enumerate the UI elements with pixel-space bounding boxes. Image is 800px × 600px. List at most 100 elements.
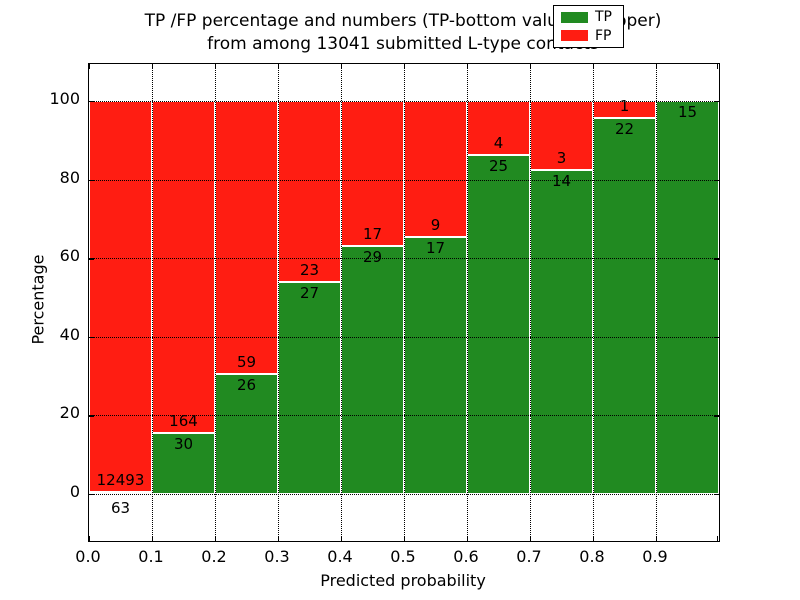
bar-label-fp: 17 [362,225,383,244]
y-tick-mark [89,258,94,260]
x-tick-label: 0.4 [327,547,353,566]
bar-label-tp: 30 [173,435,194,454]
bar-label-fp: 23 [299,260,320,279]
y-tick-label: 40 [59,324,80,344]
v-gridline [152,64,153,541]
legend-entry-tp: TP [554,9,623,25]
x-tick-mark [404,536,406,541]
bar-segment-fp [530,101,593,171]
x-tick-mark [152,536,154,541]
x-tick-mark-top [278,64,280,69]
legend-label-tp: TP [595,9,612,26]
x-tick-mark-top [530,64,532,69]
fp-color-swatch [561,30,588,42]
bar-label-fp: 164 [169,412,198,431]
chart-title-line2: from among 13041 submitted L-type contac… [207,34,599,54]
x-tick-label: 0.1 [138,547,164,566]
bar-segment-tp [656,101,719,494]
bar-segment-tp [278,281,341,494]
y-tick-label: 20 [59,403,80,423]
y-tick-mark-right [714,336,719,339]
y-tick-mark [89,336,94,339]
bar-segment-tp [152,433,215,494]
y-tick-mark [89,415,94,417]
x-tick-mark-top [89,64,91,69]
y-tick-label: 100 [49,89,80,108]
y-tick-label: 80 [59,167,80,187]
bar-label-tp: 27 [299,283,320,302]
v-gridline [404,64,405,541]
bar-label-fp: 12493 [96,471,145,490]
y-tick-label: 0 [69,482,80,501]
x-tick-mark [215,536,217,541]
v-gridline [278,64,279,541]
bar-segment-fp [89,101,152,493]
y-tick-mark-right [714,258,719,260]
legend-label-fp: FP [595,27,612,44]
bar-segment-fp [215,101,278,374]
v-gridline [656,64,657,541]
bar-segment-fp [467,101,530,156]
bar-label-fp: 1 [619,97,630,116]
tp-color-swatch [561,11,588,23]
bar-label-tp: 14 [551,172,572,191]
v-gridline [467,64,468,541]
bar-segment-tp [593,118,656,494]
y-tick-mark-right [714,179,719,181]
bar-label-fp: 3 [556,149,567,168]
bar-label-fp: 4 [493,134,504,153]
bar-label-tp: 25 [488,157,509,176]
x-tick-mark-top [341,64,343,69]
bar-segment-fp [341,101,404,247]
x-tick-mark [530,536,532,541]
bar-segment-tp [341,246,404,494]
bar-label-tp: 22 [614,120,635,139]
x-tick-mark [341,536,343,541]
x-tick-mark-top [593,64,595,69]
v-gridline [215,64,216,541]
bar-label-tp: 29 [362,248,383,267]
x-tick-mark-top [467,64,469,69]
x-tick-mark [278,536,280,541]
legend-entry-fp: FP [554,28,623,44]
x-tick-label: 0.5 [390,547,416,566]
y-tick-mark [89,101,94,103]
v-gridline [530,64,531,541]
x-tick-label: 0.3 [264,547,290,566]
x-tick-mark-top [404,64,406,69]
y-tick-mark-right [714,494,719,496]
x-tick-label: 0.2 [201,547,227,566]
x-tick-mark [89,536,91,541]
bar-label-tp: 15 [677,103,698,121]
bar-segment-tp [467,155,530,494]
bar-label-tp: 26 [236,375,257,394]
v-gridline [593,64,594,541]
plot-area: 12493 63 164 30 59 26 23 27 17 29 9 17 4 25 3 14 1 22 15 [88,63,720,542]
legend: TP FP [553,5,624,48]
y-tick-mark [89,494,94,496]
y-axis-label: Percentage [28,254,48,345]
chart-title-line1: TP /FP percentage and numbers (TP-bottom… [144,11,662,31]
bar-label-fp: 59 [236,352,257,371]
x-tick-mark-top [215,64,217,69]
y-tick-mark-right [714,101,719,103]
x-tick-mark-top [717,64,719,69]
bar-segment-tp [530,170,593,494]
x-tick-mark-top [152,64,154,69]
bar-label-tp: 63 [110,499,131,517]
x-tick-mark [656,536,658,541]
x-tick-label: 0.9 [642,547,668,566]
x-tick-label: 0.6 [453,547,479,566]
bar-label-fp: 9 [430,216,441,235]
bar-segment-fp [278,101,341,282]
x-axis-label: Predicted probability [320,571,486,590]
v-gridline [341,64,342,541]
y-tick-mark [89,179,94,181]
bar-segment-fp [404,101,467,238]
x-tick-mark [467,536,469,541]
y-tick-label: 60 [59,246,80,266]
bar-segment-tp [404,237,467,494]
x-tick-label: 0.8 [579,547,605,566]
bar-segment-tp [89,492,152,495]
